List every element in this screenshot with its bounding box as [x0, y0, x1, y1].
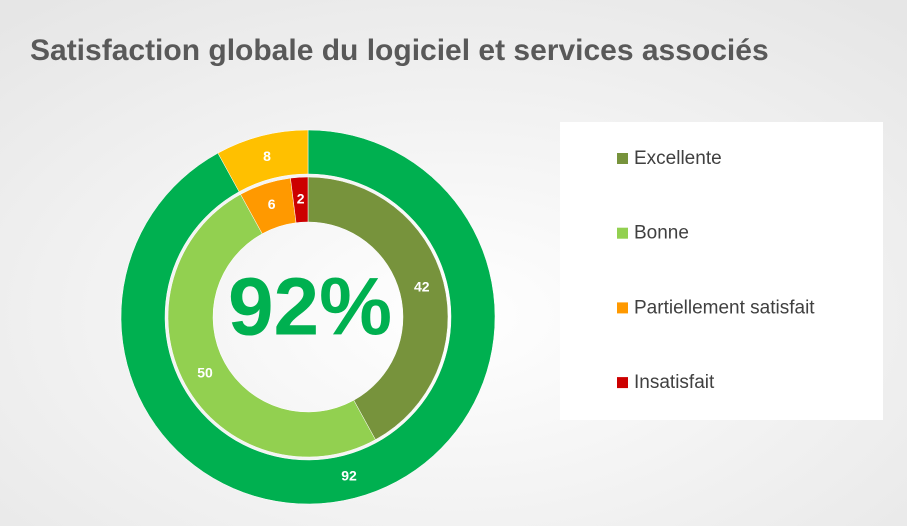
center-label: 92% [228, 262, 392, 353]
donut-segment [307, 176, 449, 441]
legend-label: Insatisfait [634, 372, 715, 393]
legend-box [560, 122, 883, 420]
data-label: 92 [341, 468, 357, 484]
chart-title: Satisfaction globale du logiciel et serv… [30, 34, 769, 67]
data-label: 50 [197, 364, 213, 380]
legend-swatch [617, 227, 628, 239]
legend-swatch [617, 377, 628, 389]
legend-swatch [617, 302, 628, 314]
donut-segment [167, 193, 376, 458]
donut-segment [290, 176, 309, 224]
data-label: 8 [263, 148, 271, 164]
data-label: 42 [414, 278, 430, 294]
legend-swatch [617, 153, 628, 164]
legend-label: Partiellement satisfait [634, 297, 815, 318]
legend-label: Bonne [634, 223, 689, 244]
data-label: 2 [297, 190, 305, 206]
legend-label: Excellente [634, 148, 722, 169]
donut-segment [120, 129, 496, 505]
data-label: 6 [268, 196, 276, 212]
donut-segment [217, 129, 309, 193]
